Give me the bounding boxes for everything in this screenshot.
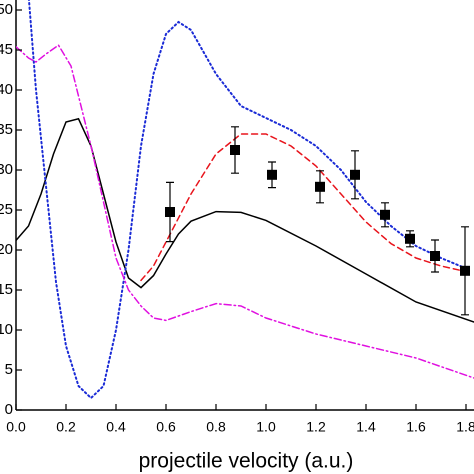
plot-area xyxy=(16,0,474,400)
x-axis-label: projectile velocity (a.u.) xyxy=(139,450,354,473)
line-series xyxy=(16,117,474,323)
data-point xyxy=(267,169,277,180)
x-tick-label: 1.2 xyxy=(306,419,326,435)
data-point xyxy=(315,181,325,192)
x-tick-label: 1.8 xyxy=(456,419,474,435)
y-tick-label: 35 xyxy=(0,121,13,138)
y-tick-label: 50 xyxy=(0,1,13,18)
y-tick-label: 40 xyxy=(0,81,13,98)
y-tick-label: 5 xyxy=(5,361,13,378)
x-tick-label: 0.8 xyxy=(206,419,226,435)
line-series xyxy=(140,133,467,282)
data-point xyxy=(430,251,440,261)
data-point xyxy=(230,145,240,155)
x-tick-label: 1.4 xyxy=(356,419,376,435)
data-point xyxy=(350,169,360,180)
y-tick-label: 0 xyxy=(5,401,13,418)
line-series xyxy=(27,0,467,400)
x-tick-label: 1.0 xyxy=(256,419,276,435)
y-tick-label: 10 xyxy=(0,321,13,338)
y-tick-label: 30 xyxy=(0,161,13,178)
y-tick-label: 45 xyxy=(0,41,13,58)
line-series xyxy=(16,44,474,379)
data-point xyxy=(460,265,470,276)
data-point xyxy=(405,233,415,244)
x-tick-label: 1.6 xyxy=(406,419,426,435)
data-point xyxy=(165,207,175,217)
x-tick-label: 0.0 xyxy=(6,419,26,435)
x-tick-label: 0.2 xyxy=(56,419,76,435)
x-tick-label: 0.4 xyxy=(106,419,126,435)
y-tick-label: 20 xyxy=(0,241,13,258)
y-tick-label: 15 xyxy=(0,281,13,298)
data-point xyxy=(380,209,390,220)
y-tick-label: 25 xyxy=(0,201,13,218)
x-tick-label: 0.6 xyxy=(156,419,176,435)
